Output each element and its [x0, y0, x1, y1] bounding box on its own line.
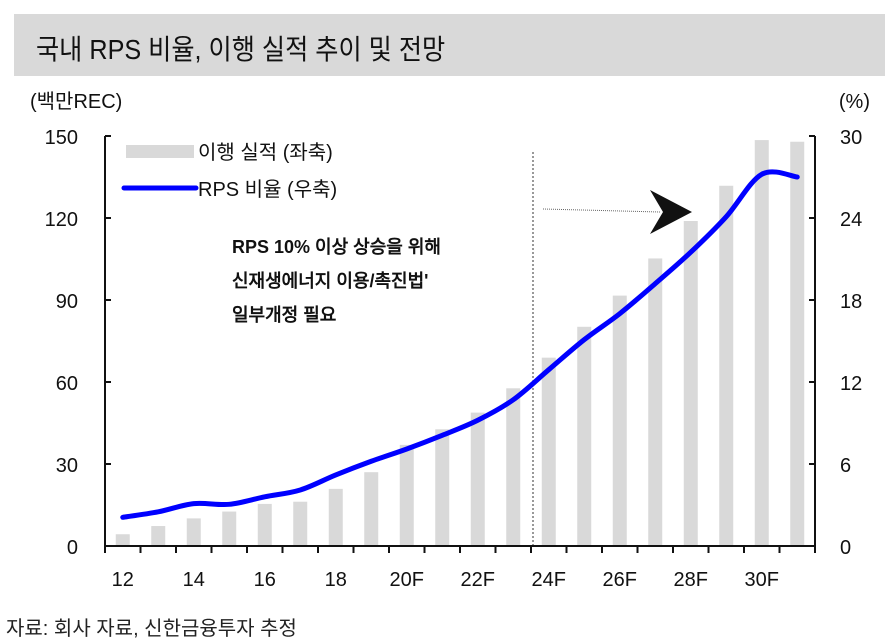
legend-line-label: RPS 비율 (우축): [198, 178, 337, 201]
x-tick-label-18: 18: [325, 569, 347, 591]
bar-25F: [577, 326, 592, 546]
source-note: 자료: 회사 자료, 신한금융투자 추정: [6, 618, 297, 640]
bar-23F: [506, 388, 521, 546]
bar-21F: [435, 429, 450, 546]
x-tick-label-24F: 24F: [532, 569, 566, 591]
x-tick-label-20F: 20F: [390, 569, 424, 591]
annotation-line-1: RPS 10% 이상 상승을 위해: [232, 237, 441, 257]
bar-22F: [470, 412, 485, 546]
left-tick-label: 60: [56, 373, 78, 395]
bar-27F: [648, 258, 663, 546]
bar-18: [328, 488, 343, 546]
right-tick-label: 0: [840, 537, 851, 559]
right-tick-label: 12: [840, 373, 862, 395]
x-tick-label-28F: 28F: [674, 569, 708, 591]
x-tick-label-26F: 26F: [603, 569, 637, 591]
rps-ratio-line: [120, 169, 800, 520]
x-tick-label-30F: 30F: [745, 569, 779, 591]
bar-30F: [754, 140, 769, 546]
x-tick-label-12: 12: [112, 569, 134, 591]
bar-14: [186, 518, 201, 546]
bar-13: [151, 526, 166, 546]
left-tick-label: 0: [67, 537, 78, 559]
legend-bar-label: 이행 실적 (좌축): [198, 141, 333, 164]
bar-19: [364, 472, 379, 546]
x-tick-label-22F: 22F: [461, 569, 495, 591]
bar-24F: [541, 357, 556, 546]
bar-31F: [790, 141, 805, 547]
arrow-line: [542, 208, 661, 213]
x-tick-label-16: 16: [254, 569, 276, 591]
bar-16: [257, 503, 272, 546]
right-tick-label: 24: [840, 209, 862, 231]
annotation-line-3: 일부개정 필요: [232, 305, 336, 325]
arrow-head-icon: [650, 190, 692, 234]
legend: 이행 실적 (좌축) RPS 비율 (우축): [121, 141, 337, 201]
right-tick-label: 18: [840, 291, 862, 313]
title-bar: 국내 RPS 비율, 이행 실적 추이 및 전망: [14, 14, 885, 76]
legend-bar-swatch: [126, 145, 194, 158]
right-axis-unit: (%): [839, 91, 870, 113]
right-tick-label: 6: [840, 455, 851, 477]
left-tick-label: 150: [45, 127, 78, 149]
bar-29F: [719, 185, 734, 546]
bar-15: [222, 511, 237, 546]
bar-26F: [612, 295, 627, 546]
bar-28F: [683, 221, 698, 547]
bar-20F: [399, 444, 414, 546]
annotation-line-2: 신재생에너지 이용/촉진법': [232, 271, 428, 291]
left-tick-label: 90: [56, 291, 78, 313]
right-tick-label: 30: [840, 127, 862, 149]
bar-12: [115, 534, 130, 546]
annotation: RPS 10% 이상 상승을 위해 신재생에너지 이용/촉진법' 일부개정 필요: [232, 237, 441, 325]
left-tick-label: 120: [45, 209, 78, 231]
bar-17: [293, 501, 308, 546]
chart-title: 국내 RPS 비율, 이행 실적 추이 및 전망: [36, 34, 446, 65]
left-tick-label: 30: [56, 455, 78, 477]
x-tick-label-14: 14: [183, 569, 205, 591]
left-axis-unit: (백만REC): [30, 90, 122, 113]
